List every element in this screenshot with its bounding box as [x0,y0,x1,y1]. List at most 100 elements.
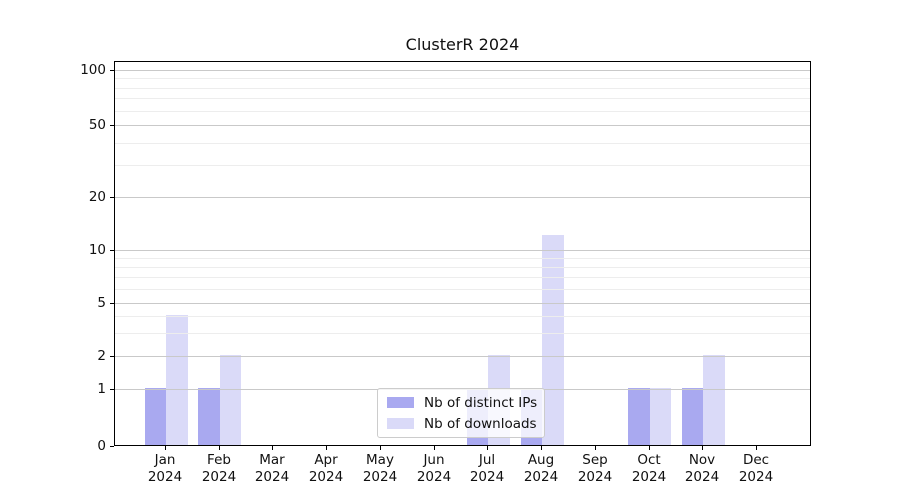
bar-distinct-ips [681,388,704,445]
plot-area [114,61,811,446]
x-tick-year: 2024 [523,469,559,485]
x-axis-tick-label: Sep 2024 [565,452,625,486]
y-tick-mark [110,70,114,71]
y-tick-mark [110,356,114,357]
x-tick-month: Jun [423,452,445,468]
bar-downloads [703,355,725,445]
gridline-major [115,303,810,304]
y-axis-tick-label: 20 [88,189,106,205]
y-tick-mark [110,250,114,251]
gridline-major [115,356,810,357]
x-tick-year: 2024 [308,469,344,485]
x-tick-mark [487,446,488,450]
y-axis-tick-label: 100 [80,62,106,78]
x-tick-mark [326,446,327,450]
x-tick-month: Mar [259,452,285,468]
x-tick-mark [756,446,757,450]
y-axis-tick-label: 10 [88,242,106,258]
gridline-minor [115,88,810,89]
x-tick-month: Jul [478,452,496,468]
gridline-minor [115,333,810,334]
x-tick-mark [595,446,596,450]
y-tick-mark [110,197,114,198]
legend-item-distinct-ips: Nb of distinct IPs [387,394,538,411]
x-axis-tick-label: Jun 2024 [404,452,464,486]
gridline-minor [115,78,810,79]
legend-swatch-downloads [387,418,414,429]
x-tick-mark [380,446,381,450]
x-tick-year: 2024 [147,469,183,485]
gridline-minor [115,289,810,290]
x-tick-mark [272,446,273,450]
y-axis-tick-label: 1 [97,381,106,397]
gridline-minor [115,98,810,99]
gridline-minor [115,277,810,278]
legend-label-downloads: Nb of downloads [424,415,537,432]
x-tick-month: Dec [742,452,770,468]
gridline-minor [115,143,810,144]
x-axis-tick-label: Nov 2024 [672,452,732,486]
bar-downloads [219,355,242,445]
gridline-minor [115,267,810,268]
x-tick-year: 2024 [577,469,613,485]
x-tick-mark [219,446,220,450]
x-axis-tick-label: May 2024 [350,452,410,486]
x-axis-tick-label: Feb 2024 [189,452,249,486]
gridline-major [115,125,810,126]
x-tick-mark [649,446,650,450]
x-tick-month: Sep [582,452,608,468]
x-axis-tick-label: Apr 2024 [296,452,356,486]
x-tick-mark [702,446,703,450]
x-axis-tick-label: Dec 2024 [726,452,786,486]
legend-label-distinct-ips: Nb of distinct IPs [424,394,538,411]
x-tick-year: 2024 [362,469,398,485]
bar-downloads [649,388,672,445]
gridline-major [115,197,810,198]
x-tick-year: 2024 [254,469,290,485]
y-axis-tick-label: 50 [88,117,106,133]
x-axis-tick-label: Mar 2024 [242,452,302,486]
x-tick-year: 2024 [684,469,720,485]
x-tick-year: 2024 [738,469,774,485]
x-tick-month: May [366,452,394,468]
bar-downloads [542,235,564,445]
x-tick-year: 2024 [631,469,667,485]
gridline-minor [115,258,810,259]
gridline-major [115,70,810,71]
x-axis-tick-label: Jan 2024 [135,452,195,486]
y-tick-mark [110,303,114,304]
gridline-minor [115,316,810,317]
bar-distinct-ips [144,388,166,445]
y-axis-tick-label: 5 [97,295,106,311]
y-axis-tick-label: 2 [97,348,106,364]
x-axis-tick-label: Jul 2024 [457,452,517,486]
x-tick-month: Feb [207,452,231,468]
gridline-minor [115,111,810,112]
y-axis-tick-label: 0 [97,438,106,454]
legend-swatch-distinct-ips [387,397,414,408]
bar-downloads [166,315,188,445]
x-tick-month: Jan [154,452,176,468]
x-axis-tick-label: Aug 2024 [511,452,571,486]
x-axis-tick-label: Oct 2024 [619,452,679,486]
y-tick-mark [110,125,114,126]
bar-distinct-ips [628,388,650,445]
x-tick-year: 2024 [416,469,452,485]
x-tick-month: Oct [637,452,661,468]
x-tick-month: Nov [688,452,716,468]
gridline-minor [115,165,810,166]
x-tick-year: 2024 [201,469,237,485]
chart-title: ClusterR 2024 [405,35,520,54]
x-tick-mark [165,446,166,450]
legend: Nb of distinct IPs Nb of downloads [377,388,545,438]
y-tick-mark [110,446,114,447]
legend-item-downloads: Nb of downloads [387,415,537,432]
gridline-major [115,250,810,251]
x-tick-mark [434,446,435,450]
bar-distinct-ips [198,388,220,445]
x-tick-year: 2024 [469,469,505,485]
x-tick-month: Apr [314,452,338,468]
y-tick-mark [110,389,114,390]
x-tick-month: Aug [527,452,555,468]
